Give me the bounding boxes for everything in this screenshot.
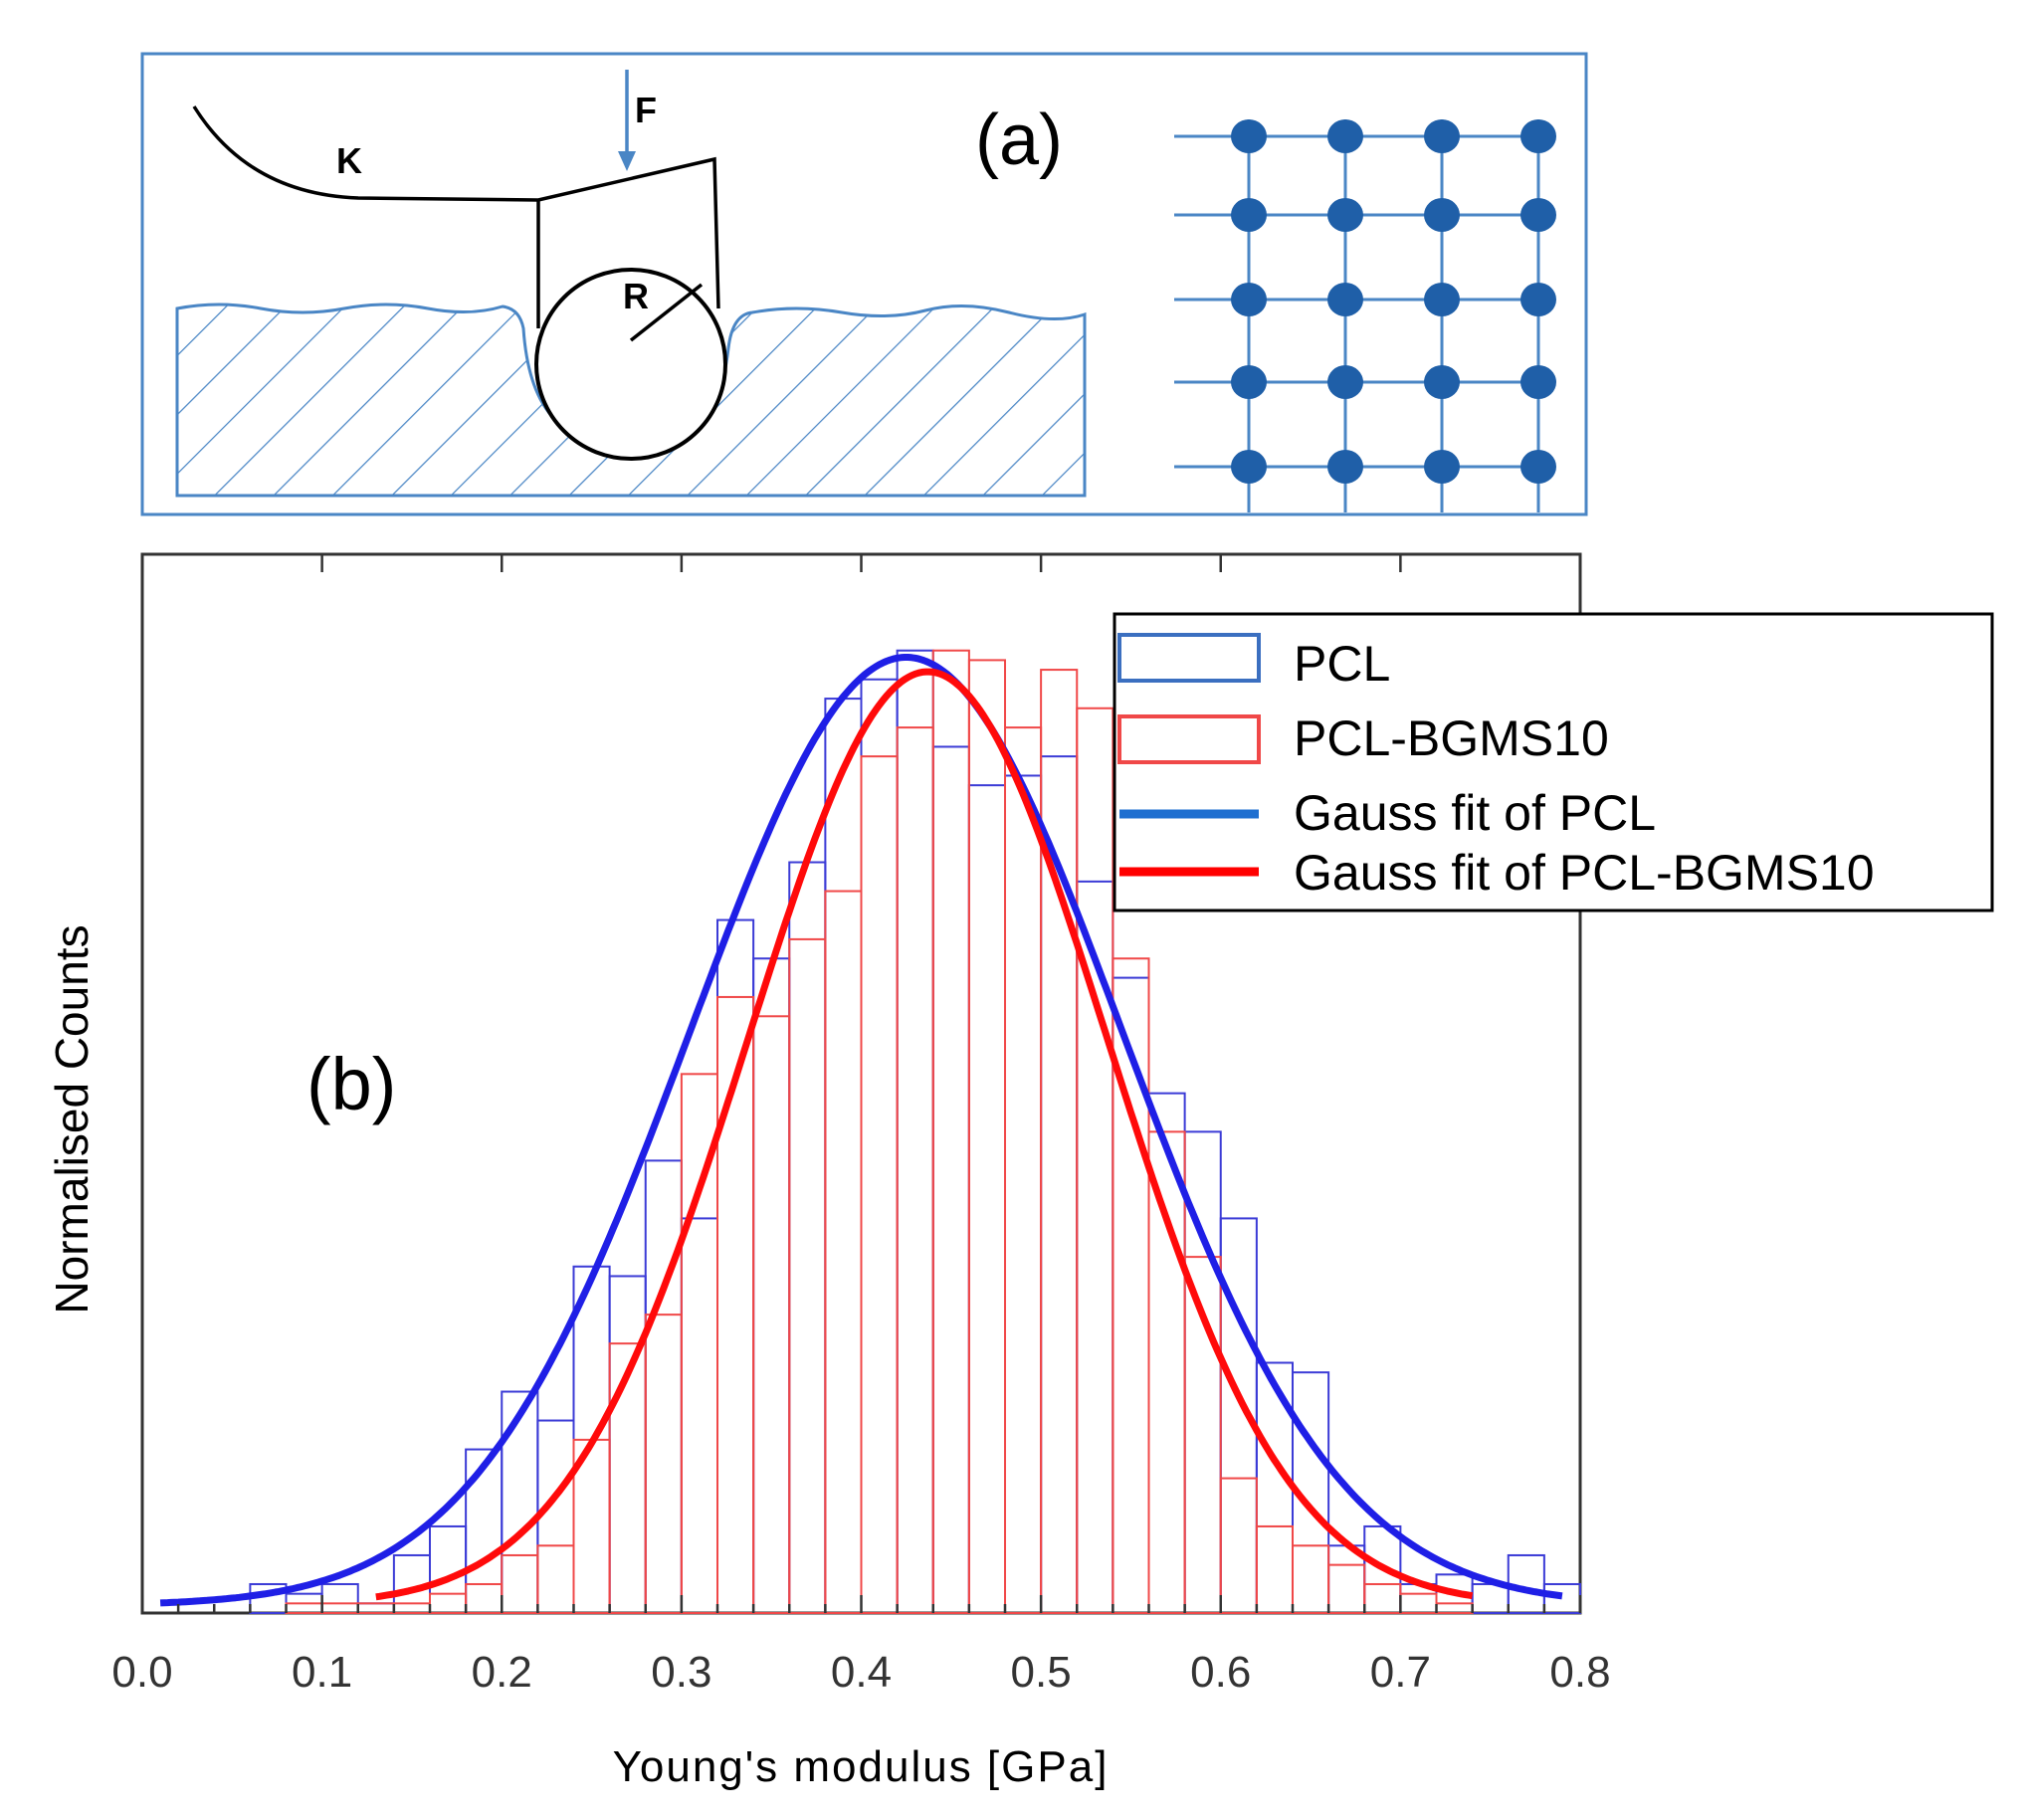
panel-b: 0.0 0.1 0.2 0.3 0.4 0.5 0.6 0.7 0.8 Young's modu… [46, 552, 1994, 1791]
x-tick-label: 0.3 [651, 1648, 711, 1697]
histogram-bar [1542, 1582, 1581, 1614]
legend-label-pcl-bgms10: PCL-BGMS10 [1294, 710, 1609, 766]
histogram-bar [465, 1448, 504, 1614]
histogram-bar [1471, 1582, 1510, 1614]
histogram-bar [824, 698, 863, 1614]
x-tick-label: 0.2 [472, 1648, 532, 1697]
histogram-bar [967, 784, 1006, 1614]
histogram-bar [1255, 1524, 1294, 1614]
lattice-node [1231, 119, 1267, 153]
histogram-bar [931, 745, 970, 1614]
panel-b-label: (b) [306, 1043, 396, 1125]
histogram-bar [644, 1314, 683, 1615]
lattice-node [1327, 283, 1363, 316]
lattice-node [1520, 198, 1556, 232]
cantilever [192, 105, 720, 309]
histogram-bar [860, 755, 899, 1614]
histogram-bar [1399, 1592, 1438, 1614]
lattice-node [1520, 450, 1556, 484]
lattice-node [1327, 119, 1363, 153]
panel-a-label: (a) [975, 101, 1063, 180]
lattice-node [1231, 283, 1267, 316]
lattice-node [1520, 283, 1556, 316]
x-tick-label: 0.7 [1370, 1648, 1431, 1697]
histogram-bar [931, 649, 970, 1614]
lattice-node [1327, 450, 1363, 484]
histogram-bar [1219, 1477, 1258, 1614]
lattice-node [1327, 198, 1363, 232]
lattice-node [1424, 450, 1460, 484]
x-tick-label: 0.1 [292, 1648, 352, 1697]
histogram-bar [788, 861, 827, 1614]
lattice-node [1327, 365, 1363, 399]
histogram-bar [501, 1553, 539, 1614]
lattice-node [1520, 119, 1556, 153]
spherical-tip [534, 268, 727, 461]
lattice-node [1231, 450, 1267, 484]
lattice-node [1424, 198, 1460, 232]
histogram-bar [1183, 1256, 1222, 1615]
histogram-bar [967, 659, 1006, 1614]
legend-label-gauss-pcl: Gauss fit of PCL [1294, 785, 1656, 841]
lattice-node [1231, 365, 1267, 399]
histogram-bar [608, 1342, 647, 1615]
x-tick-label: 0.0 [111, 1648, 172, 1697]
histogram-bar [788, 937, 827, 1614]
histogram-bar [896, 726, 934, 1614]
histogram-bar [1076, 707, 1114, 1614]
legend-label-gauss-pcl-bgms10: Gauss fit of PCL-BGMS10 [1294, 845, 1875, 901]
radius-line [629, 283, 704, 342]
legend-swatch-pcl [1117, 633, 1261, 683]
lattice-diagram [1174, 119, 1556, 512]
y-axis-label: Normalised Counts [46, 924, 98, 1314]
panel-a-frame [140, 52, 1588, 516]
histogram-bar [752, 1015, 791, 1614]
legend: PCL PCL-BGMS10 Gauss fit of PCL Gauss fi… [1113, 612, 1994, 912]
lattice-node [1424, 365, 1460, 399]
histogram-bar [1292, 1544, 1330, 1614]
histogram-bar [536, 1544, 575, 1614]
legend-label-pcl: PCL [1294, 636, 1390, 692]
gauss-fit-pcl-bgms10 [375, 668, 1474, 1601]
histogram-bar [608, 1275, 647, 1615]
histogram-bar [501, 1390, 539, 1614]
gauss-fit-pcl [159, 654, 1563, 1607]
histogram-bar [1040, 669, 1079, 1614]
histogram-bar [752, 957, 791, 1614]
radius-label: R [623, 276, 649, 316]
histogram-bar [1004, 774, 1043, 1614]
x-tick-label: 0.6 [1190, 1648, 1251, 1697]
histogram-bar [1327, 1563, 1366, 1614]
lattice-node [1231, 198, 1267, 232]
histogram-bar [465, 1582, 504, 1614]
lattice-node [1424, 283, 1460, 316]
x-axis: 0.0 0.1 0.2 0.3 0.4 0.5 0.6 0.7 0.8 [111, 554, 1611, 1697]
histogram-bar [824, 890, 863, 1614]
lattice-node [1520, 365, 1556, 399]
x-axis-label: Young's modulus [GPa] [613, 1742, 1110, 1791]
force-label: F [635, 90, 657, 130]
histogram-bar [1363, 1582, 1402, 1614]
legend-swatch-pcl-bgms10 [1117, 714, 1261, 764]
histogram-bar [896, 649, 934, 1614]
panel-a: F K R (a) [140, 52, 1588, 516]
histogram-bar [1147, 1130, 1186, 1614]
histogram-bar [860, 678, 899, 1614]
histogram-bar [716, 918, 755, 1614]
histogram-bar [1004, 726, 1043, 1614]
histogram-bar [644, 1159, 683, 1615]
force-arrow-icon [618, 151, 636, 171]
histogram-bar [680, 1217, 718, 1615]
lattice-node [1424, 119, 1460, 153]
histogram-bar [320, 1582, 359, 1614]
x-tick-label: 0.8 [1549, 1648, 1610, 1697]
x-tick-label: 0.4 [831, 1648, 892, 1697]
histogram-bar [536, 1419, 575, 1614]
spring-label: K [336, 140, 362, 181]
x-tick-label: 0.5 [1011, 1648, 1072, 1697]
histogram-bar [429, 1592, 468, 1614]
